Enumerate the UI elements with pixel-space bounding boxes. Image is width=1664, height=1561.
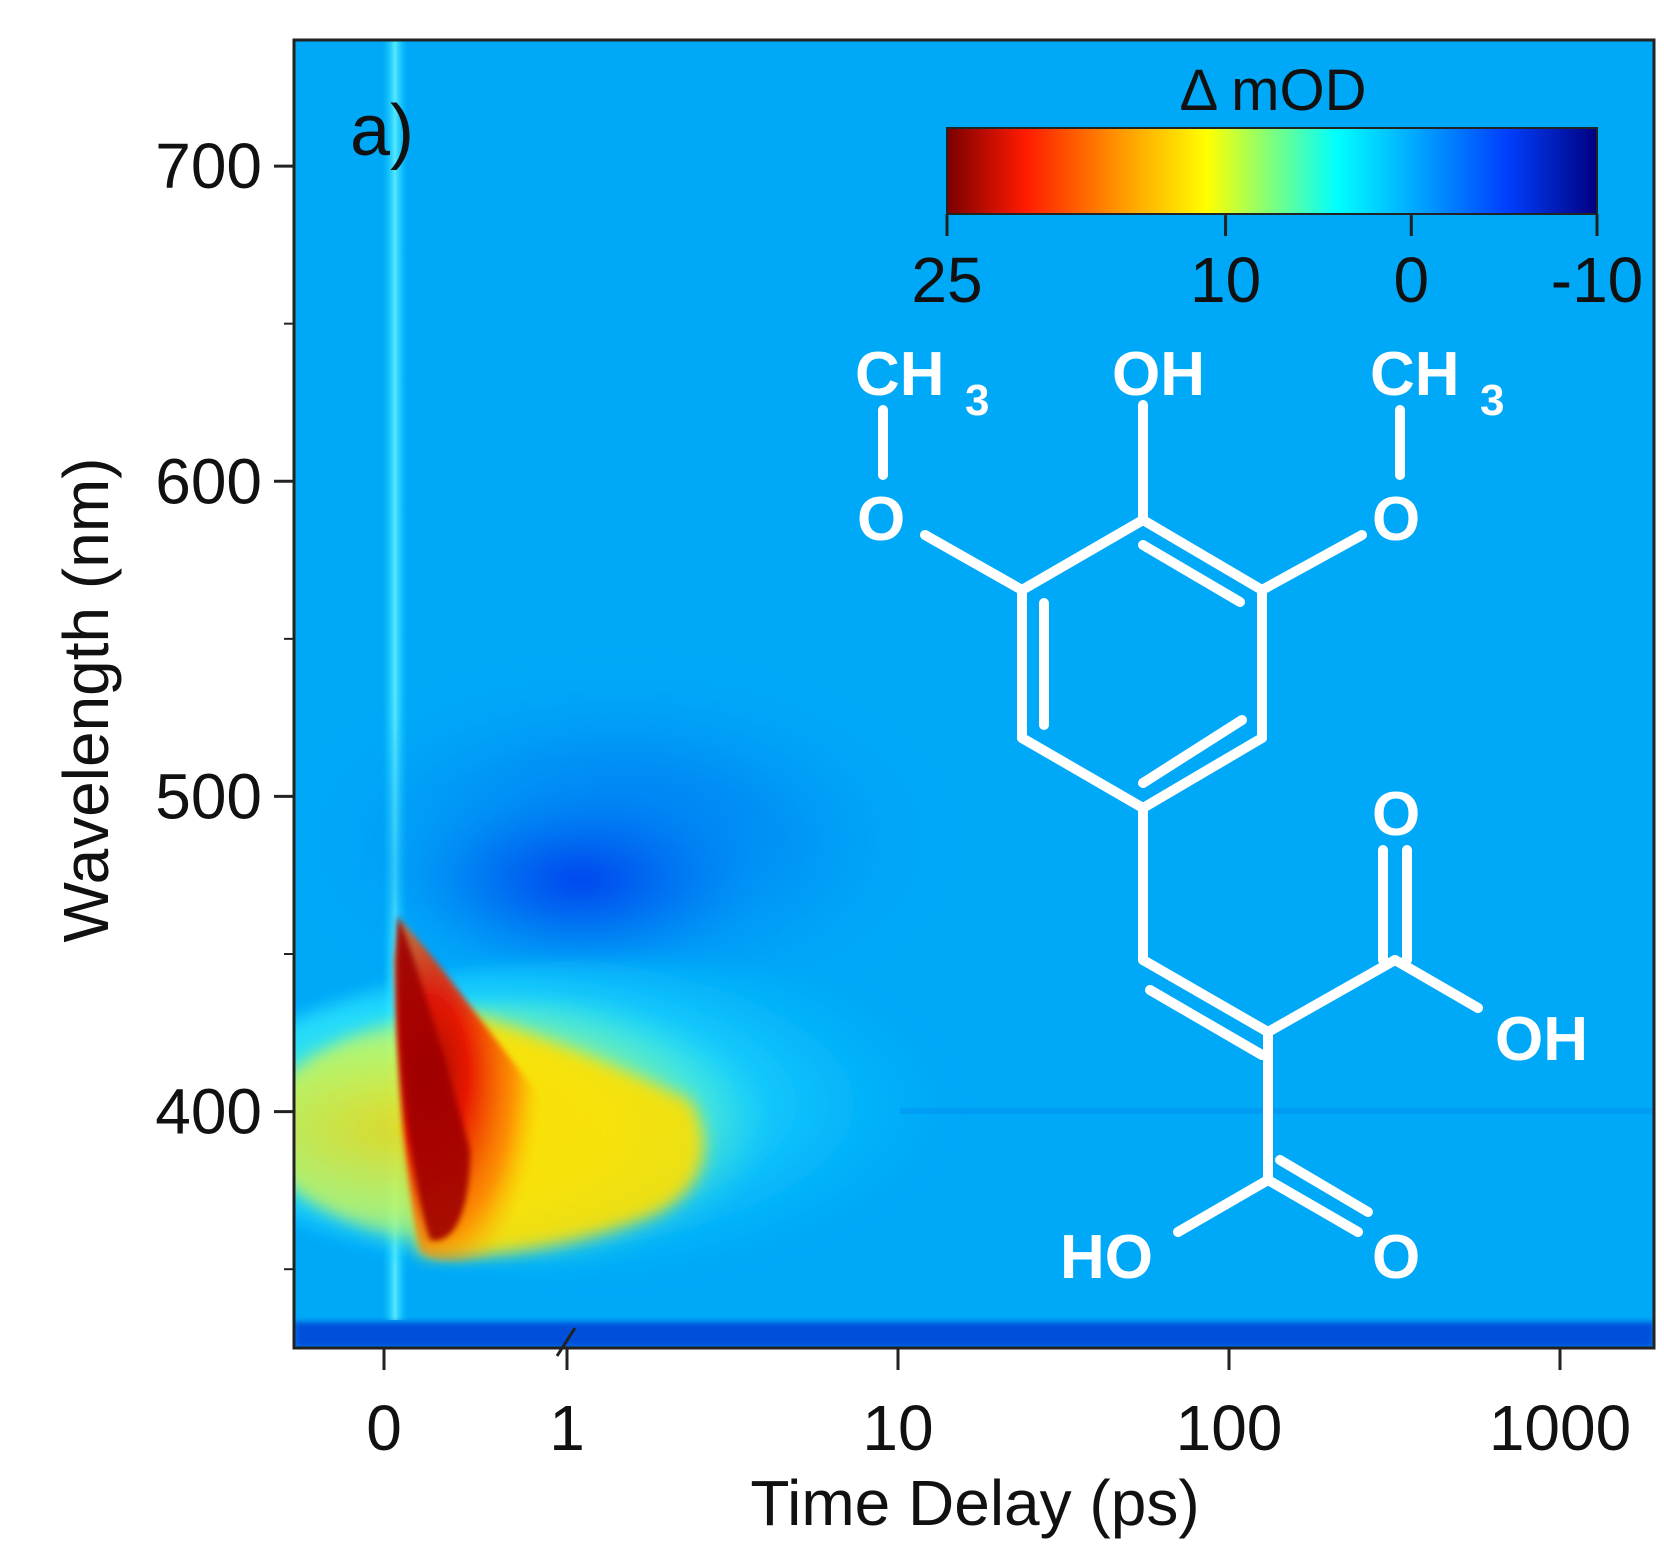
molecule-structure xyxy=(878,400,1483,1237)
atom-label: O xyxy=(1372,780,1420,849)
x-tick-label: 1000 xyxy=(1489,1392,1631,1464)
bond xyxy=(1173,1175,1273,1237)
y-tick-label: 700 xyxy=(155,130,262,202)
x-axis: 0 1 10 100 1000 xyxy=(366,1327,1631,1464)
axis-break-mark xyxy=(555,1327,577,1357)
atom-label: O xyxy=(1372,485,1420,554)
bond xyxy=(1263,1175,1363,1237)
molecule-labels: CH 3 OH CH 3 O O O OH HO O xyxy=(855,340,1588,1292)
atom-label: CH xyxy=(1370,340,1460,409)
atom-label: CH xyxy=(855,340,945,409)
x-tick-label: 100 xyxy=(1176,1392,1283,1464)
bond xyxy=(1017,733,1148,813)
colorbar-tick-label: 25 xyxy=(911,244,982,316)
positive-band-core xyxy=(396,915,470,1241)
bond xyxy=(1138,733,1267,813)
y-tick-label: 600 xyxy=(155,445,262,517)
colorbar-tick-label: 0 xyxy=(1393,244,1429,316)
atom-label-subscript: 3 xyxy=(965,376,989,425)
y-axis: 400 500 600 700 xyxy=(155,130,294,1271)
panel-label: a) xyxy=(350,91,414,171)
bond xyxy=(1390,955,1483,1013)
x-axis-title: Time Delay (ps) xyxy=(750,1467,1199,1539)
heatmap xyxy=(294,40,1654,1348)
atom-label: OH xyxy=(1112,340,1205,409)
atom-label: OH xyxy=(1495,1005,1588,1074)
bond xyxy=(920,530,1027,595)
colorbar-gradient xyxy=(946,127,1598,215)
atom-label: O xyxy=(1372,1223,1420,1292)
bond xyxy=(1138,515,1267,595)
negative-band xyxy=(370,770,790,990)
colorbar-ticks: 25 10 0 -10 xyxy=(911,214,1643,316)
x-tick-label: 1 xyxy=(549,1392,585,1464)
atom-label: HO xyxy=(1060,1223,1153,1292)
x-tick-label: 0 xyxy=(366,1392,402,1464)
heatmap-bottom-edge xyxy=(294,1322,1654,1348)
bond xyxy=(1257,530,1367,595)
atom-label: O xyxy=(857,485,905,554)
y-tick-label: 400 xyxy=(155,1076,262,1148)
colorbar: Δ mOD 25 10 0 -10 xyxy=(911,58,1643,316)
plot-frame xyxy=(292,38,1656,1350)
atom-label-subscript: 3 xyxy=(1480,376,1504,425)
colorbar-tick-label: 10 xyxy=(1190,244,1261,316)
colorbar-tick-label: -10 xyxy=(1551,244,1644,316)
bond xyxy=(1138,955,1273,1037)
artifact-line xyxy=(900,1108,1654,1114)
colorbar-title: Δ mOD xyxy=(1180,58,1367,123)
bond xyxy=(1017,515,1148,595)
y-axis-title: Wavelength (nm) xyxy=(50,458,122,943)
bond xyxy=(1275,1155,1373,1217)
bond xyxy=(1263,955,1400,1037)
bond xyxy=(1138,715,1247,788)
bond xyxy=(1138,540,1245,607)
bond xyxy=(1145,985,1267,1060)
y-tick-label: 500 xyxy=(155,760,262,832)
x-tick-label: 10 xyxy=(862,1392,933,1464)
